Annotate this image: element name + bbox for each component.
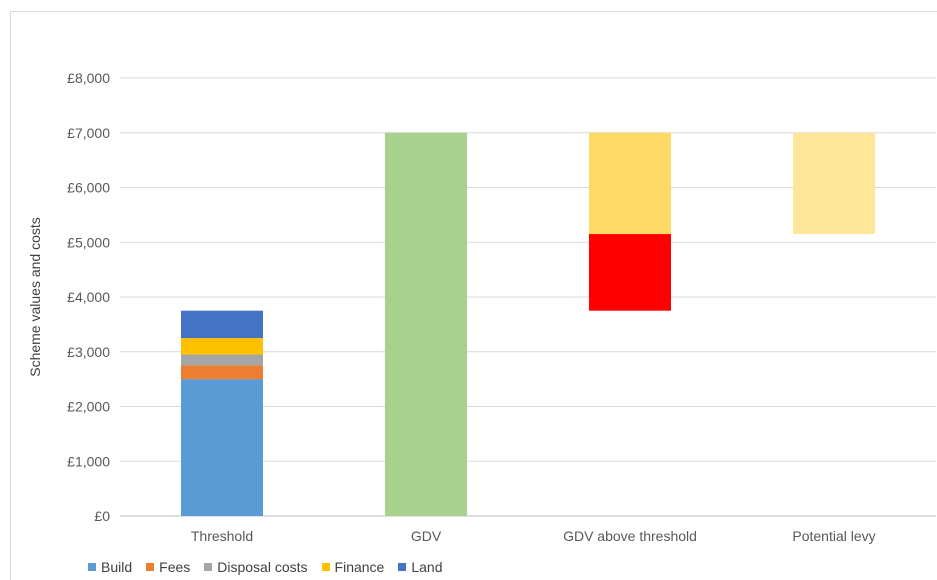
bar-segment — [385, 132, 467, 516]
y-tick-label: £4,000 — [67, 289, 110, 305]
y-axis-label: Scheme values and costs — [27, 217, 43, 377]
y-tick-label: £8,000 — [67, 70, 110, 86]
legend-item: Fees — [146, 559, 190, 575]
legend-item: Disposal costs — [204, 559, 308, 575]
x-tick-labels: Threshold GDV GDV above threshold Potential… — [191, 528, 876, 544]
bar-segment — [589, 132, 671, 235]
legend-label: Finance — [334, 559, 385, 575]
legend-item: Land — [398, 559, 443, 575]
legend-swatch — [321, 563, 330, 571]
y-tick-label: £0 — [94, 508, 110, 524]
bar-segment — [793, 132, 875, 235]
x-tick-label: GDV — [411, 528, 442, 544]
x-tick-label: Threshold — [191, 528, 253, 544]
bar-segment — [181, 354, 263, 366]
y-tick-label: £3,000 — [67, 344, 110, 360]
legend-label: Fees — [159, 559, 191, 575]
bar-segment — [181, 365, 263, 380]
bar-segment — [181, 338, 263, 355]
y-tick-label: £2,000 — [67, 399, 110, 415]
bar-segment — [181, 310, 263, 339]
legend-label: Build — [101, 559, 133, 575]
bars — [181, 132, 875, 516]
legend-label: Disposal costs — [217, 559, 308, 575]
bar-segment — [181, 379, 263, 516]
bar-segment — [589, 234, 671, 311]
legend-swatch — [146, 563, 155, 571]
legend-swatch — [204, 563, 213, 571]
legend-item: Build — [88, 559, 132, 575]
x-tick-label: GDV above threshold — [563, 528, 697, 544]
y-tick-label: £5,000 — [67, 234, 110, 250]
y-tick-labels: £0 £1,000 £2,000 £3,000 £4,000 £5,000 £6,000 £7… — [67, 70, 110, 524]
legend-swatch — [398, 563, 407, 571]
x-tick-label: Potential levy — [792, 528, 875, 544]
legend-item: Finance — [321, 559, 385, 575]
legend-label: Land — [411, 559, 443, 575]
legend-swatch — [88, 563, 96, 571]
chart-frame — [10, 11, 937, 580]
legend: Build Fees Disposal costs Finance Land — [88, 558, 443, 576]
y-tick-label: £7,000 — [67, 125, 110, 141]
y-tick-label: £1,000 — [67, 453, 110, 469]
y-tick-label: £6,000 — [67, 180, 110, 196]
